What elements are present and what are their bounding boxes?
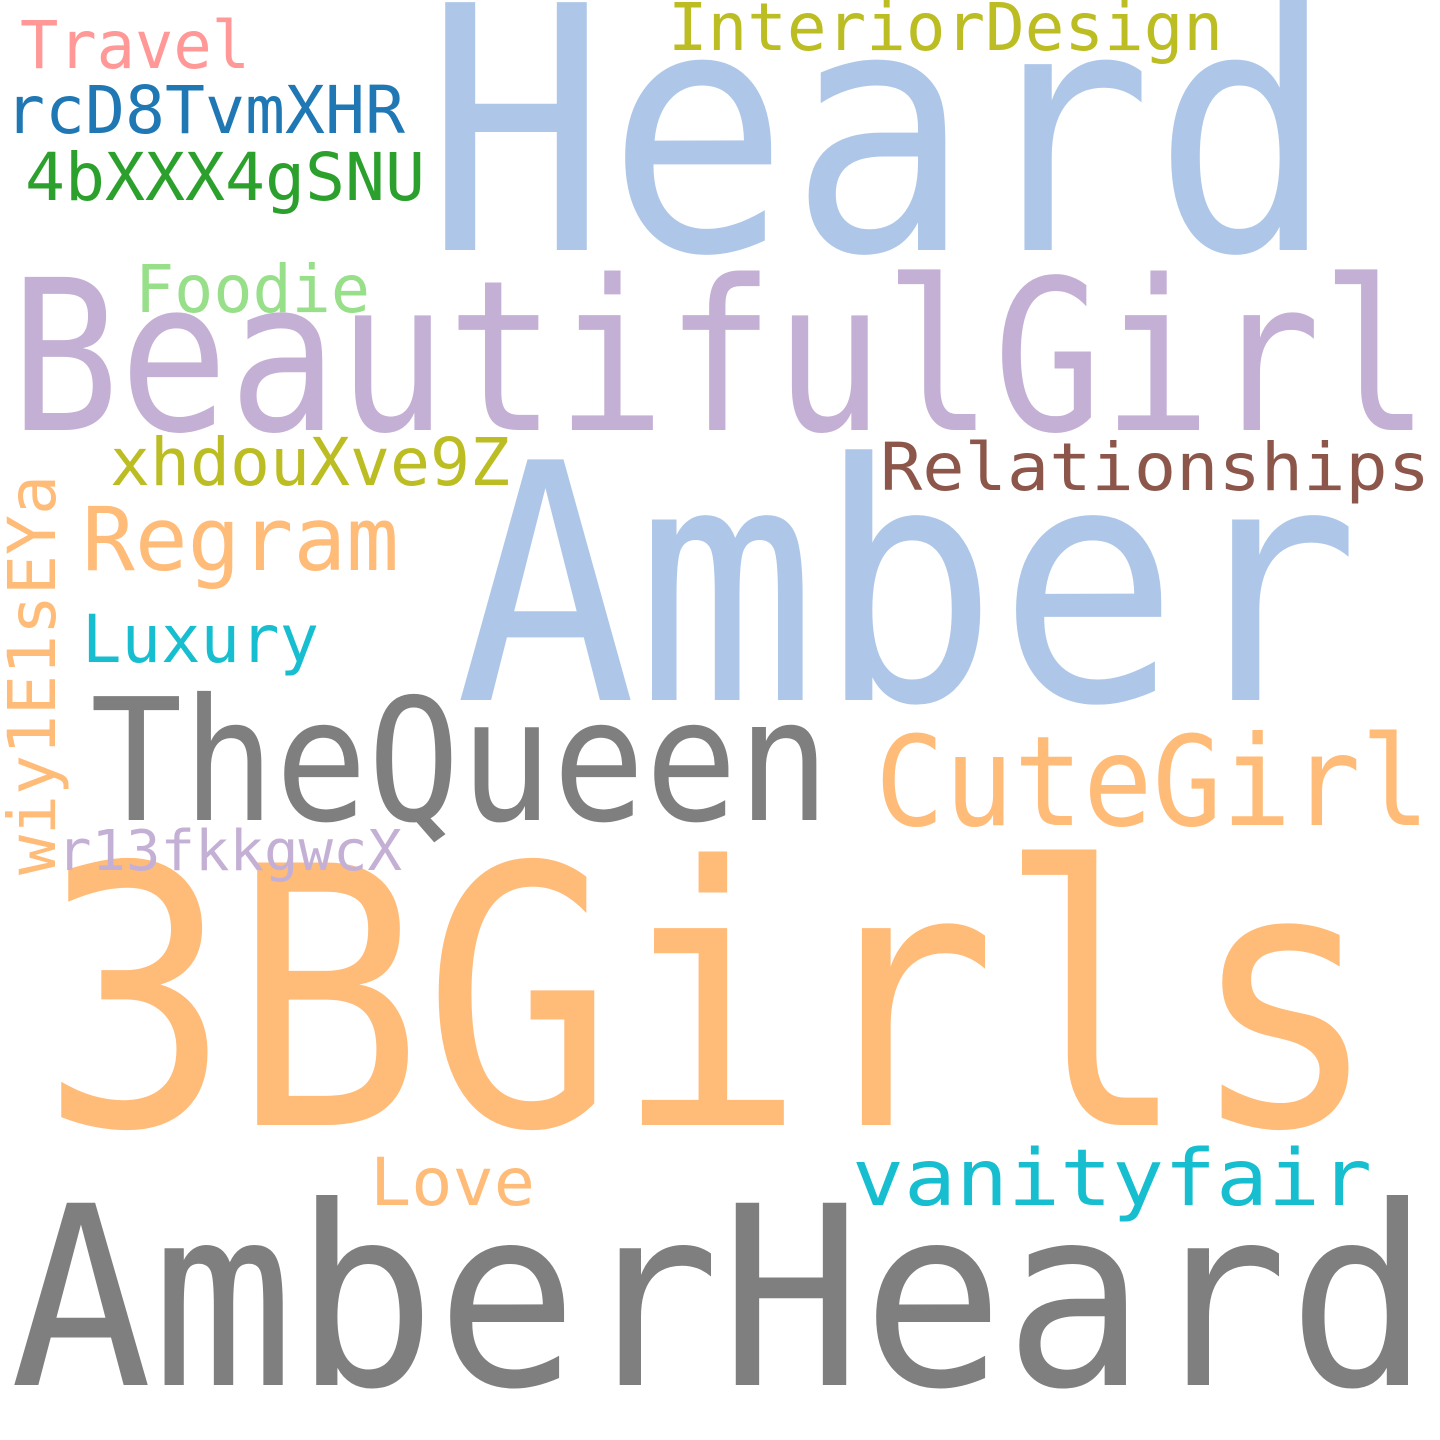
word-3bgirls: 3BGirls [40,791,1380,1210]
word-cutegirl: CuteGirl [875,710,1430,855]
word-beautifulgirl: BeautifulGirl [10,235,1430,480]
word-amber: Amber [455,394,1360,778]
word-regram: Regram [82,488,399,591]
word-interiordesign: InteriorDesign [668,0,1223,66]
word-amberheard: AmberHeard [10,1153,1430,1440]
word-heard: Heard [425,0,1335,331]
word-r13fkkgwcx: r13fkkgwcX [57,819,402,884]
word-xhdouxve9z: xhdouXve9Z [110,424,510,501]
word-travel: Travel [20,7,250,84]
word-rcd8tvmxhr: rcD8TvmXHR [5,72,405,149]
word-relationships: Relationships [880,429,1430,506]
word-luxury: Luxury [82,601,319,678]
word-foodie: Foodie [135,251,370,328]
word-thequeen: TheQueen [90,663,830,861]
word-wiy1e1seya: wiy1E1sEYa [0,475,71,875]
word-vanityfair: vanityfair [852,1134,1372,1224]
word-love: Love [370,1144,535,1221]
word-4bxxx4gsnu: 4bXXX4gSNU [25,139,425,216]
